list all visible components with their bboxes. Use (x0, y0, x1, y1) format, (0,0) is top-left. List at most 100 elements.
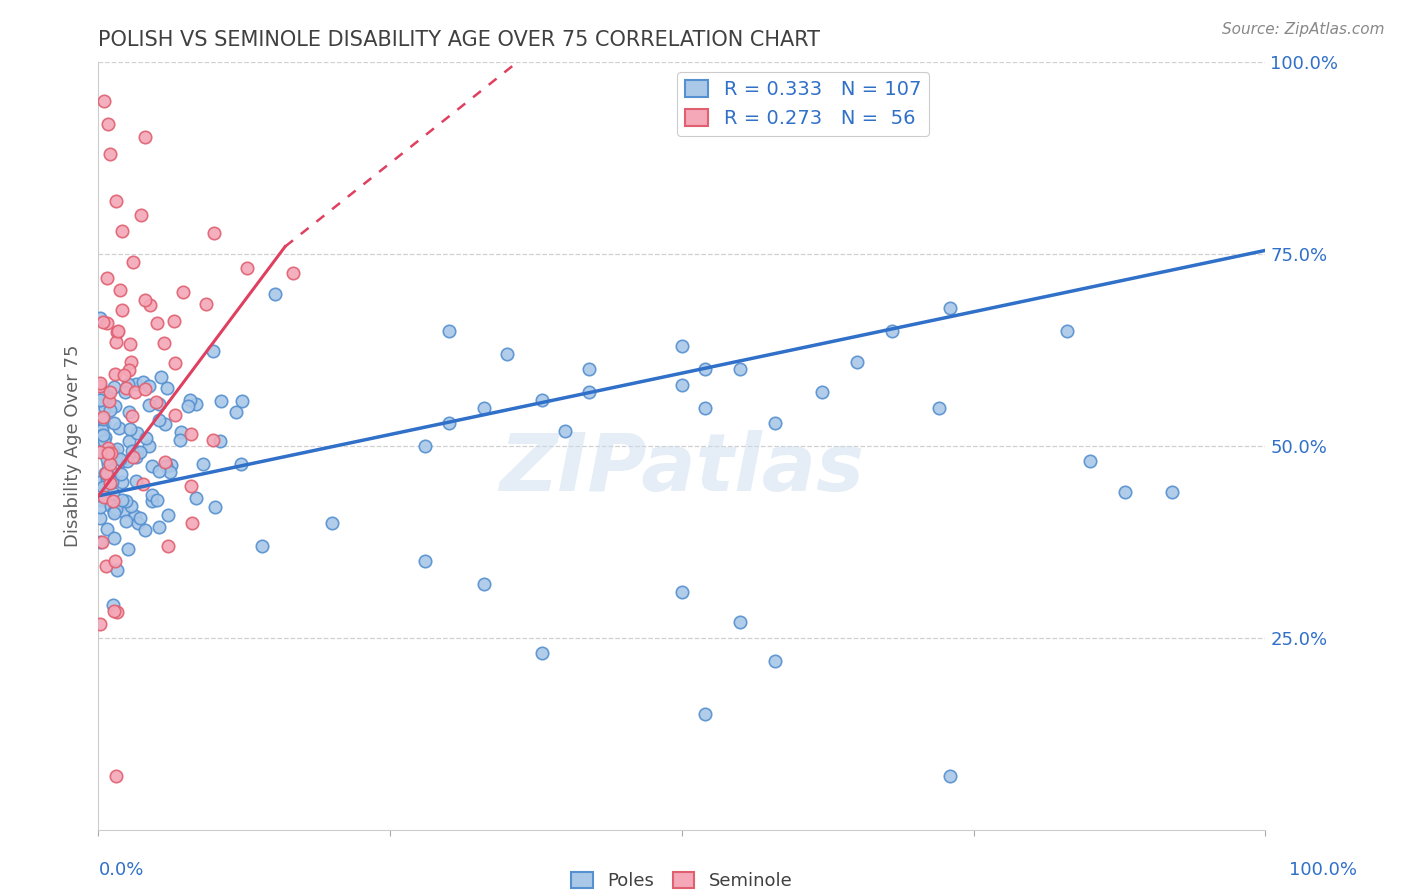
Text: POLISH VS SEMINOLE DISABILITY AGE OVER 75 CORRELATION CHART: POLISH VS SEMINOLE DISABILITY AGE OVER 7… (98, 29, 821, 50)
Point (90, 493, 112, 508)
Point (103, 416, 125, 430)
Legend: R = 0.333   N = 107, R = 0.273   N =  56: R = 0.333 N = 107, R = 0.273 N = 56 (678, 72, 929, 136)
Point (763, 416, 786, 430)
Point (695, 401, 717, 415)
Point (117, 542, 139, 557)
Point (159, 465, 181, 479)
Point (437, 324, 460, 338)
Point (105, 442, 128, 457)
Point (472, 577, 495, 591)
Point (120, 422, 142, 436)
Point (160, 458, 183, 472)
Point (101, 471, 124, 485)
Point (132, 477, 155, 491)
Point (105, 563, 128, 577)
Point (115, 494, 138, 508)
Point (671, 339, 693, 353)
Text: 0.0%: 0.0% (98, 861, 143, 879)
Point (96, 458, 118, 472)
Point (134, 431, 156, 445)
Point (94, 480, 117, 494)
Point (120, 499, 142, 513)
Point (172, 285, 194, 299)
Point (90, 443, 112, 458)
Point (413, 554, 436, 568)
Point (153, 455, 176, 469)
Point (554, 424, 576, 438)
Point (134, 382, 156, 396)
Point (107, 421, 129, 435)
Point (150, 370, 173, 384)
Point (96, 522, 118, 536)
Point (163, 409, 186, 423)
Point (89, 311, 111, 326)
Point (138, 439, 160, 453)
Point (93, 94, 115, 108)
Point (695, 362, 717, 376)
Point (225, 405, 247, 419)
Point (96, 270, 118, 285)
Point (148, 413, 170, 427)
Point (118, 336, 141, 351)
Point (437, 416, 460, 430)
Point (578, 385, 600, 400)
Point (105, 605, 128, 619)
Point (89, 445, 111, 459)
Point (139, 298, 162, 312)
Point (134, 524, 156, 538)
Point (117, 454, 139, 468)
Point (125, 474, 148, 488)
Point (110, 283, 132, 297)
Point (103, 486, 125, 500)
Point (671, 377, 693, 392)
Point (179, 393, 201, 408)
Point (89, 378, 111, 392)
Point (97, 475, 120, 490)
Point (101, 493, 124, 508)
Point (138, 378, 160, 392)
Point (115, 515, 138, 529)
Point (472, 401, 495, 415)
Point (93, 401, 115, 415)
Point (100, 446, 122, 460)
Text: Source: ZipAtlas.com: Source: ZipAtlas.com (1222, 22, 1385, 37)
Point (939, 769, 962, 783)
Point (121, 443, 143, 458)
Point (91, 480, 114, 494)
Text: ZIPatlas: ZIPatlas (499, 430, 865, 508)
Point (125, 377, 148, 392)
Point (578, 362, 600, 376)
Point (93, 416, 115, 430)
Text: 100.0%: 100.0% (1289, 861, 1357, 879)
Point (117, 405, 139, 419)
Point (118, 363, 141, 377)
Point (127, 516, 149, 530)
Point (138, 398, 160, 412)
Point (97, 446, 120, 460)
Point (104, 399, 127, 413)
Point (108, 451, 131, 466)
Point (96, 316, 118, 330)
Point (89, 500, 111, 514)
Point (131, 209, 153, 223)
Point (530, 646, 553, 660)
Point (97, 442, 120, 456)
Point (105, 325, 128, 339)
Point (111, 492, 134, 507)
Point (165, 356, 187, 370)
Point (103, 504, 125, 518)
Point (104, 554, 127, 568)
Point (96, 452, 118, 467)
Point (321, 516, 343, 530)
Point (132, 375, 155, 389)
Point (112, 368, 135, 382)
Point (111, 224, 134, 238)
Point (156, 381, 179, 395)
Point (413, 439, 436, 453)
Point (730, 615, 752, 630)
Point (204, 500, 226, 515)
Point (103, 598, 125, 612)
Point (1114, 485, 1136, 500)
Point (103, 531, 125, 545)
Point (281, 266, 304, 280)
